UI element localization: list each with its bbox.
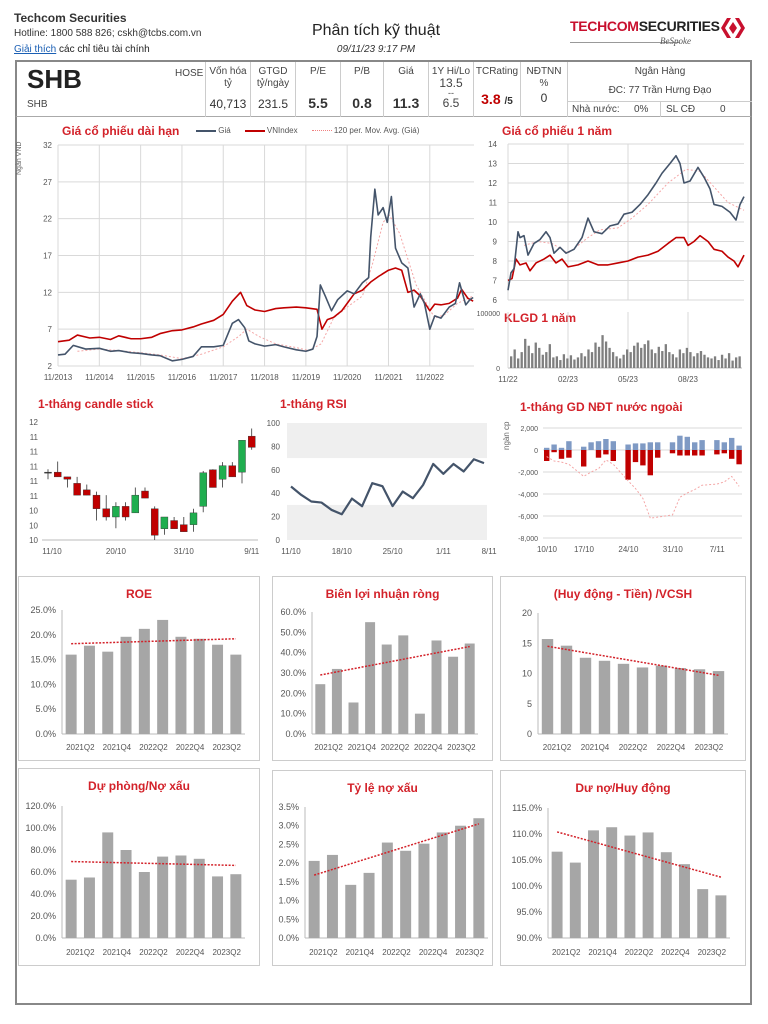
chart-title-long: Giá cổ phiếu dài hạn	[62, 124, 180, 138]
tcrating-suffix: /5	[504, 96, 513, 107]
legend-label: Giá	[218, 126, 231, 135]
chart-title: Dự phòng/Nợ xấu	[88, 779, 190, 793]
label: 1Y Hi/Lo	[431, 66, 471, 77]
explain-line: Giải thích các chỉ tiêu tài chính	[14, 44, 150, 55]
page-title: Phân tích kỹ thuật	[311, 22, 441, 39]
stock-name: SHB	[27, 99, 48, 110]
price-cell: Giá 11.3	[383, 62, 428, 117]
gtgd-cell: GTGD tỷ/ngày 231.5	[250, 62, 295, 117]
chart-title: Biên lợi nhuận ròng	[325, 587, 440, 601]
logo-sub: BeSpoke	[660, 36, 691, 46]
logo-text-dark: SECURITIES	[638, 18, 720, 34]
chart-title: (Huy động - Tiền) /VCSH	[553, 587, 693, 601]
sector-cell: Ngân Hàng ĐC: 77 Trần Hưng Đạo Nhà nước:…	[567, 62, 752, 117]
panel-llr: Dự phòng/Nợ xấu	[18, 768, 260, 966]
hilo-cell: 1Y Hi/Lo 13.5 -- 6.5	[428, 62, 473, 117]
label: Vốn hóa tỷ	[209, 66, 247, 89]
legend-label: VNIndex	[266, 126, 298, 135]
foreign-cell: NĐTNN % 0	[520, 62, 567, 117]
techcom-logo: TECHCOMSECURITIES BeSpoke	[568, 14, 748, 54]
chart-title-foreign: 1-tháng GD NĐT nước ngoài	[520, 400, 683, 414]
ylabel-foreign: ngàn cp	[502, 421, 511, 450]
panel-npm: Biên lợi nhuận ròng	[272, 576, 493, 761]
legend-label: 120 per. Mov. Avg. (Giá)	[333, 126, 420, 135]
foreign-value: 0	[540, 91, 548, 105]
sector: Ngân Hàng	[634, 66, 686, 77]
chart-title: Dư nợ/Huy động	[575, 781, 671, 795]
pe-value: 5.5	[308, 95, 328, 111]
legend-item: 120 per. Mov. Avg. (Giá)	[311, 126, 420, 135]
panel-dep: (Huy động - Tiền) /VCSH	[500, 576, 746, 761]
legend-long: Giá VNIndex 120 per. Mov. Avg. (Giá)	[196, 126, 419, 135]
hilo-sep: --	[448, 88, 454, 98]
pb-cell: P/B 0.8	[340, 62, 383, 117]
explain-text: các chỉ tiêu tài chính	[56, 44, 150, 55]
tcrating-value: 3.8	[481, 91, 501, 107]
label: P/B	[353, 66, 371, 77]
chart-title-candle: 1-tháng candle stick	[38, 397, 154, 411]
legend-item: VNIndex	[244, 126, 298, 135]
legend-item: Giá	[196, 126, 231, 135]
chart-title-rsi: 1-tháng RSI	[280, 397, 347, 411]
panel-roe: ROE	[18, 576, 260, 761]
chart-title: ROE	[125, 587, 152, 601]
slcd-label: SL CĐ	[666, 104, 696, 115]
label: Giá	[398, 66, 414, 77]
tcrating-cell: TCRating 3.8 /5	[473, 62, 520, 117]
label: NĐTNN %	[526, 66, 562, 89]
stock-info-table: SHB HOSE SHB Vốn hóa tỷ 40,713 GTGD tỷ/ng…	[15, 60, 752, 117]
label: P/E	[309, 66, 327, 77]
diamond-logo-icon	[721, 18, 745, 38]
chart-title-year: Giá cổ phiếu 1 năm	[502, 124, 613, 138]
exchange: HOSE	[175, 68, 204, 79]
market-cap-cell: Vốn hóa tỷ 40,713	[205, 62, 250, 117]
logo-text-red: TECHCOM	[570, 18, 639, 34]
slcd-value: 0	[720, 104, 726, 115]
pb-value: 0.8	[352, 95, 372, 111]
panel-npl: Tỷ lệ nợ xấu	[272, 770, 493, 966]
chart-title: Tỷ lệ nợ xấu	[347, 781, 418, 795]
chart-title-vol: KLGD 1 năm	[504, 311, 577, 325]
pe-cell: P/E 5.5	[295, 62, 340, 117]
explain-link[interactable]: Giải thích	[14, 44, 57, 55]
label: TCRating	[475, 66, 519, 77]
panel-ldr: Dư nợ/Huy động	[500, 770, 746, 966]
price-value: 11.3	[392, 95, 420, 111]
company-name: Techcom Securities	[14, 11, 127, 25]
label: GTGD tỷ/ngày	[256, 66, 290, 89]
market-cap-value: 40,713	[209, 97, 247, 111]
address: ĐC: 77 Trần Hưng Đạo	[608, 85, 712, 96]
ticker: SHB	[27, 64, 82, 94]
state-value: 0%	[634, 104, 649, 115]
report-datetime: 09/11/23 9:17 PM	[336, 44, 416, 55]
state-label: Nhà nước:	[572, 104, 620, 115]
lo-value: 6.5	[442, 96, 460, 110]
ylabel-long: Ngàn VND	[16, 141, 23, 175]
hotline: Hotline: 1800 588 826; cskh@tcbs.com.vn	[14, 28, 202, 39]
hi-value: 13.5	[439, 76, 463, 90]
content-frame	[15, 117, 752, 1005]
gtgd-value: 231.5	[257, 97, 289, 111]
